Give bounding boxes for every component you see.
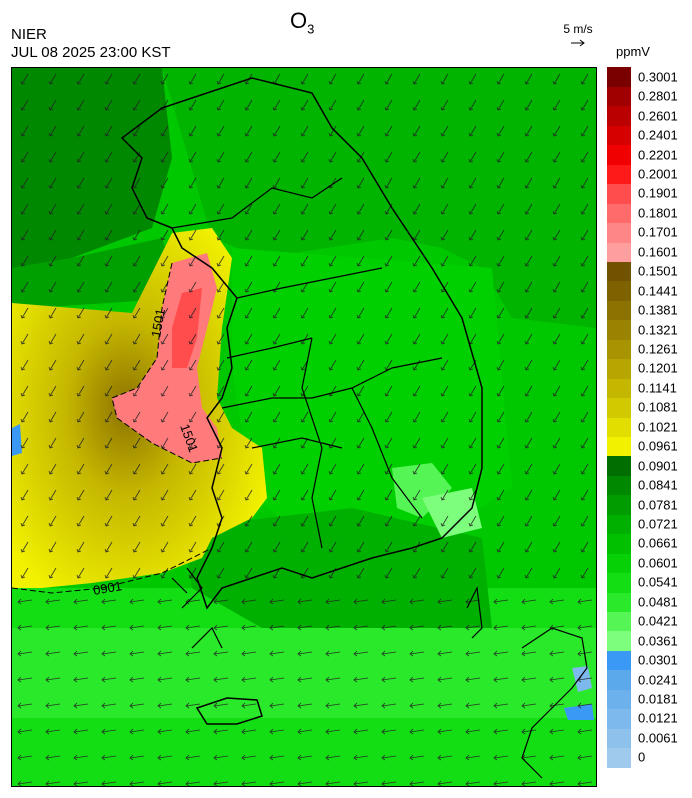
legend-tick-label: 0.0841: [638, 477, 678, 493]
legend-swatch: [607, 86, 631, 107]
legend-swatch: [607, 747, 631, 768]
legend-swatch: [607, 592, 631, 612]
unit-label: ppmV: [616, 44, 650, 59]
legend-tick-label: 0.2201: [638, 147, 678, 162]
legend-tick-label: 0.1261: [638, 341, 678, 357]
legend-tick-label: 0.0541: [638, 574, 678, 590]
legend-tick-label: 0.2801: [638, 88, 678, 104]
legend-tick-label: 0.0721: [638, 516, 678, 532]
legend-tick-label: 0.1081: [638, 399, 678, 415]
legend-tick-label: 0.1501: [638, 263, 678, 279]
map-title: O3: [290, 8, 315, 37]
legend-swatch: [607, 280, 631, 301]
legend-tick-label: 0.0361: [638, 633, 678, 649]
legend-swatch: [607, 339, 631, 360]
legend-tick-label: 0.2601: [638, 108, 678, 124]
legend-tick-label: 0.1381: [638, 302, 678, 318]
legend-tick-label: 0.0241: [638, 672, 678, 687]
legend-swatch: [607, 242, 631, 262]
legend-tick-label: 0.3001: [638, 69, 678, 85]
legend-swatch: [607, 67, 631, 87]
contour-0901: [12, 547, 213, 594]
southwest-islands: [171, 567, 223, 649]
legend-swatch: [607, 222, 631, 243]
legend-swatch: [607, 300, 631, 321]
legend-tick-label: 0.1601: [638, 244, 678, 260]
legend-swatch: [607, 436, 631, 457]
legend-swatch: [607, 125, 631, 146]
wind-scale-arrow-icon: [571, 39, 585, 47]
legend-swatch: [607, 611, 631, 632]
contour-label: 0901: [92, 578, 123, 598]
legend-tick-label: 0.0061: [638, 730, 678, 746]
legend-tick-label: 0.0661: [638, 535, 678, 551]
legend-swatch: [607, 514, 631, 535]
legend-tick-label: 0.1801: [638, 205, 678, 221]
legend-swatch: [607, 378, 631, 399]
legend-tick-label: 0.0181: [638, 691, 678, 707]
legend-swatch: [607, 455, 631, 476]
legend-tick-label: 0.1021: [638, 419, 678, 435]
legend-tick-label: 0.0961: [638, 438, 678, 454]
legend-swatch: [607, 261, 631, 282]
legend-swatch: [607, 572, 631, 593]
legend-tick-label: 0.0901: [638, 458, 678, 474]
legend-tick-label: 0.0121: [638, 710, 678, 726]
contour-label: 1501: [148, 307, 168, 338]
legend-swatch: [607, 650, 631, 671]
source-and-time: NIER JUL 08 2025 23:00 KST: [11, 26, 171, 62]
legend-tick-label: 0.0301: [638, 652, 678, 668]
legend-swatch: [607, 397, 631, 418]
legend-swatch: [607, 203, 631, 224]
legend-swatch: [607, 183, 631, 204]
wind-scale-label: 5 m/s: [563, 22, 593, 36]
legend-swatch: [607, 533, 631, 554]
legend-swatch: [607, 475, 631, 496]
timestamp: JUL 08 2025 23:00 KST: [11, 44, 171, 61]
legend-swatch: [607, 358, 631, 379]
legend-tick-label: 0.2001: [638, 166, 678, 182]
legend-tick-label: 0.1141: [638, 380, 677, 396]
southeast-islands: [466, 585, 588, 779]
legend-tick-label: 0.1201: [638, 360, 678, 376]
legend-tick-label: 0.1441: [638, 283, 678, 299]
korea-coastline: [120, 77, 483, 610]
legend-tick-label: 0.1321: [638, 322, 678, 337]
legend-swatch: [607, 105, 631, 126]
legend-swatch: [607, 708, 631, 729]
contour-1501: [111, 262, 223, 464]
source-label: NIER: [11, 26, 47, 43]
legend-tick-label: 0.0481: [638, 594, 678, 610]
legend-tick-label: 0.1901: [638, 185, 678, 201]
legend-swatch: [607, 669, 631, 690]
legend-swatch: [607, 494, 631, 515]
legend-swatch: [607, 144, 631, 165]
legend-tick-label: 0.0781: [638, 497, 678, 512]
ozone-map: 1501 1501 0901: [11, 67, 597, 787]
map-svg: 1501 1501 0901: [12, 68, 596, 786]
legend-swatch: [607, 553, 631, 574]
province-boundaries: [171, 177, 443, 549]
legend-tick-label: 0.0421: [638, 613, 678, 629]
color-legend: [607, 67, 631, 768]
legend-swatch: [607, 728, 631, 749]
legend-swatch: [607, 630, 631, 651]
legend-tick-label: 0.1701: [638, 224, 678, 240]
legend-swatch: [607, 417, 631, 437]
legend-swatch: [607, 689, 631, 710]
wind-vectors: [12, 68, 596, 588]
legend-tick-label: 0.0601: [638, 555, 678, 571]
legend-swatch: [607, 319, 631, 340]
legend-tick-label: 0.2401: [638, 127, 678, 143]
legend-tick-label: 0: [638, 749, 646, 765]
legend-swatch: [607, 164, 631, 185]
wind-vectors: [12, 588, 596, 786]
jeju-island: [195, 697, 263, 725]
